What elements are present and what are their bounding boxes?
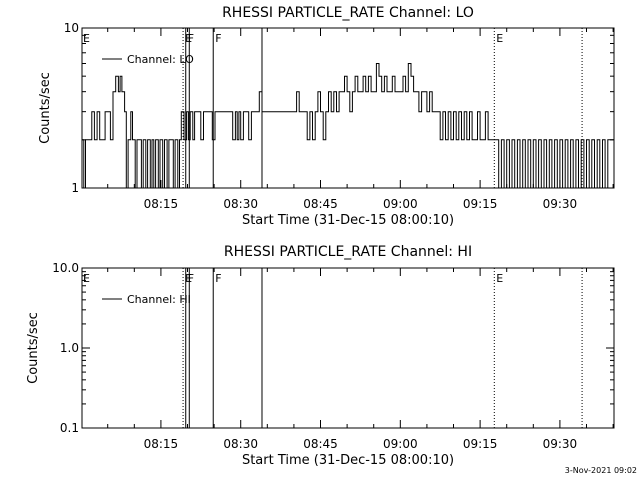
y-axis-label: Counts/sec [38, 72, 53, 144]
x-axis-label: Start Time (31-Dec-15 08:00:10) [242, 453, 454, 468]
y-axis-label: Counts/sec [26, 312, 41, 384]
event-marker-label: E [185, 272, 192, 285]
legend-entry: Channel: LO [127, 53, 194, 66]
x-tick-label: 09:30 [543, 437, 578, 451]
panel-hi: RHESSI PARTICLE_RATE Channel: HI 08:15 08:… [26, 244, 615, 468]
event-marker-label: E [496, 32, 503, 45]
event-marker-label: E [83, 272, 90, 285]
plot-frame [81, 267, 615, 429]
x-tick-label: 09:00 [383, 197, 418, 211]
x-tick-label: 08:30 [223, 437, 258, 451]
x-tick-label: 08:15 [144, 197, 179, 211]
x-tick-label: 08:30 [223, 197, 258, 211]
event-marker-label: F [215, 272, 221, 285]
x-tick-label: 09:15 [463, 437, 498, 451]
y-tick-label: 10 [64, 21, 79, 35]
panel-lo: RHESSI PARTICLE_RATE Channel: LO 08:15 08:… [38, 5, 615, 228]
chart-title: RHESSI PARTICLE_RATE Channel: HI [224, 244, 472, 260]
series-line-lo [82, 63, 614, 189]
event-marker-label: F [215, 32, 221, 45]
y-tick-label: 1 [71, 181, 79, 195]
event-marker-label: F [188, 272, 194, 285]
x-tick-label: 09:15 [463, 197, 498, 211]
event-marker-label: E [496, 272, 503, 285]
y-tick-label: 10.0 [52, 261, 79, 275]
event-marker-label: E [83, 32, 90, 45]
legend-entry: Channel: HI [127, 293, 191, 306]
x-axis-label: Start Time (31-Dec-15 08:00:10) [242, 213, 454, 228]
x-tick-label: 09:30 [543, 197, 578, 211]
y-tick-label: 0.1 [60, 421, 79, 435]
y-tick-label: 1.0 [60, 341, 79, 355]
x-tick-label: 09:00 [383, 437, 418, 451]
event-marker-label: F [188, 32, 194, 45]
generation-timestamp: 3-Nov-2021 09:02 [565, 466, 637, 475]
event-marker-label: E [185, 32, 192, 45]
x-tick-label: 08:45 [303, 437, 338, 451]
chart-title: RHESSI PARTICLE_RATE Channel: LO [222, 5, 474, 21]
plot-frame [81, 27, 615, 189]
x-tick-label: 08:45 [303, 197, 338, 211]
x-tick-label: 08:15 [144, 437, 179, 451]
